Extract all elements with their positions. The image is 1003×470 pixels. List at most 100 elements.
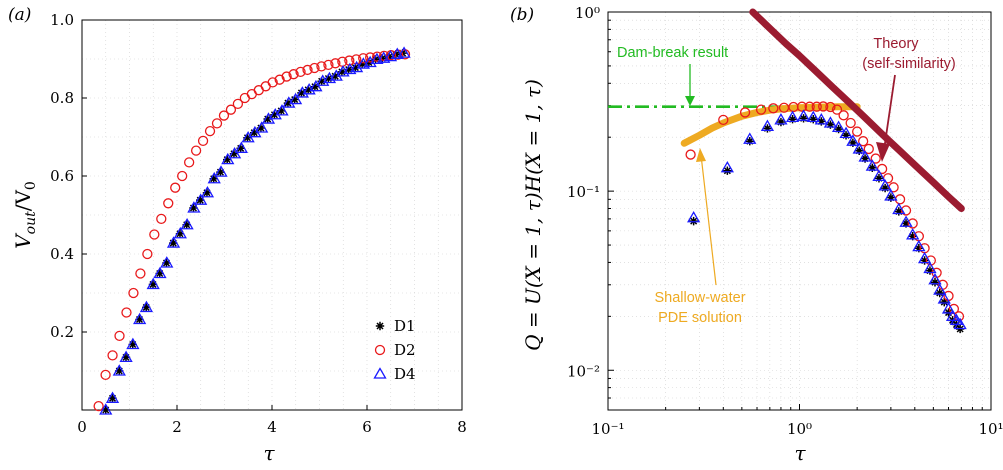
data-point (817, 117, 826, 126)
data-point (788, 115, 797, 124)
annotation-pde-arrow (700, 154, 717, 286)
data-point (166, 236, 181, 248)
panel-b-x-label: τ (794, 441, 806, 465)
data-point (236, 144, 245, 153)
data-point (865, 159, 879, 171)
data-point (852, 142, 866, 154)
data-point (825, 101, 836, 113)
data-point (204, 125, 216, 137)
data-point (200, 185, 215, 198)
data-point (371, 55, 380, 64)
data-point (818, 101, 829, 112)
svg-text:Q = U(X = 1, τ)H(X = 1, τ): Q = U(X = 1, τ)H(X = 1, τ) (521, 79, 545, 351)
data-point (222, 155, 232, 164)
data-point (930, 278, 940, 287)
data-point (142, 248, 153, 260)
data-point (180, 217, 194, 230)
data-point (908, 232, 917, 241)
data-point (99, 403, 113, 415)
y-tick-label: 10⁻² (567, 362, 600, 380)
data-point (310, 82, 320, 91)
panel-b-curves (608, 8, 965, 212)
panel-b-ticks: 10⁻¹ 10⁰ 10¹ 10⁻² 10⁻¹ 10⁰ (567, 4, 1003, 438)
data-point (378, 50, 390, 62)
series-d4 (687, 109, 967, 330)
data-point (337, 67, 347, 77)
data-point (397, 46, 411, 58)
data-point (886, 193, 896, 202)
data-point (202, 188, 212, 197)
data-point (268, 107, 282, 120)
data-point (834, 124, 843, 134)
data-point (288, 69, 299, 80)
data-point (156, 213, 167, 225)
data-point (933, 283, 947, 295)
data-point (229, 149, 239, 158)
data-point (718, 114, 729, 125)
data-point (105, 391, 120, 403)
x-tick-label: 10¹ (978, 420, 1003, 438)
panel-a-legend: D1 D2 D4 (373, 317, 416, 383)
theory-arrowhead-icon (876, 142, 890, 162)
data-point (142, 303, 151, 312)
panel-a-y-label: Vout/V0 (11, 181, 39, 249)
data-point (107, 350, 118, 361)
data-point (330, 58, 341, 69)
data-point (838, 110, 849, 121)
data-point (925, 266, 935, 275)
data-point (169, 238, 178, 248)
data-point (845, 117, 856, 129)
pde-solution-curve (680, 103, 861, 147)
data-point (274, 74, 285, 85)
data-point (831, 120, 846, 133)
data-point (920, 256, 929, 265)
data-point (187, 201, 201, 213)
data-point (880, 183, 890, 193)
legend-label-d1: D1 (394, 317, 416, 335)
data-point (870, 153, 881, 164)
data-point (216, 167, 225, 177)
data-point (874, 174, 884, 183)
data-point (135, 315, 144, 324)
data-point (227, 146, 242, 159)
x-tick-label: 6 (362, 418, 372, 436)
data-point (255, 121, 269, 133)
data-point (190, 145, 202, 156)
y-tick-label: 10⁻¹ (567, 183, 600, 201)
data-point (868, 163, 877, 172)
data-point (197, 135, 209, 147)
data-point (148, 280, 158, 289)
data-point (221, 152, 235, 165)
data-point (863, 143, 874, 155)
data-point (811, 101, 822, 112)
legend-label-d4: D4 (394, 365, 416, 383)
data-point (316, 61, 327, 72)
data-point (937, 292, 951, 304)
data-point (256, 123, 266, 133)
panel-b-annotations: Dam-break result Theory (self-similarity… (617, 36, 956, 326)
data-point (324, 74, 333, 83)
data-point (93, 400, 104, 412)
panel-a-ticks: 0 2 4 6 8 0.2 0.4 0.6 0.8 1.0 (50, 11, 467, 436)
panel-b-label: (b) (510, 5, 534, 25)
data-point (100, 369, 111, 381)
data-point (126, 337, 140, 350)
data-point (183, 157, 195, 168)
svg-text:Vout/V0: Vout/V0 (11, 181, 39, 249)
annotation-pde: Shallow-water (654, 290, 745, 306)
y-tick-label: 0.2 (50, 323, 74, 341)
data-point (900, 205, 912, 216)
data-point (146, 277, 160, 290)
data-point (720, 160, 734, 173)
dam-break-arrowhead-icon (685, 96, 695, 106)
data-point (804, 101, 815, 112)
legend-marker-d1 (375, 321, 385, 331)
data-point (128, 340, 137, 349)
data-point (133, 312, 147, 325)
panel-b-series (685, 101, 967, 334)
data-point (276, 106, 286, 116)
data-point (745, 136, 754, 146)
data-point (211, 118, 223, 129)
panel-a: (a) 0 2 4 6 80.20.40.60.81.0 τ Vout/V0 D1D2D… (8, 5, 467, 465)
data-point (906, 228, 920, 240)
